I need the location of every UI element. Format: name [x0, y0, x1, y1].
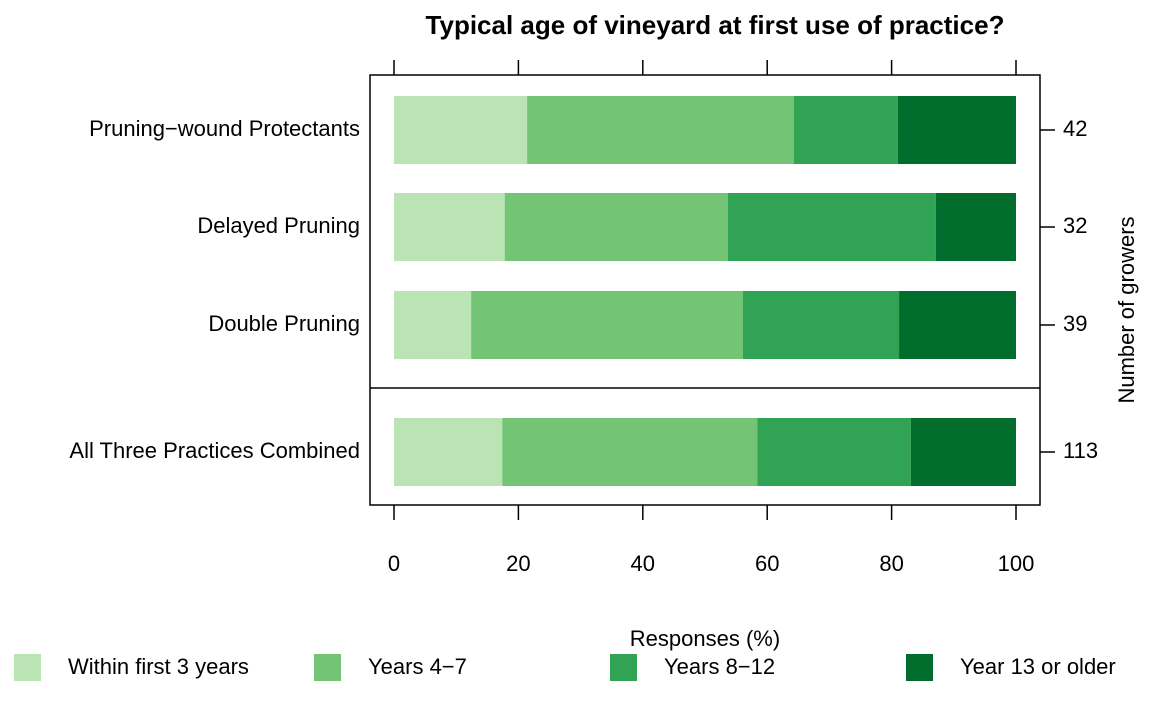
bar-segment [757, 418, 911, 486]
bar-segment [394, 418, 503, 486]
bar-segment [394, 193, 505, 261]
chart-title: Typical age of vineyard at first use of … [426, 10, 1005, 40]
legend-swatch [314, 654, 341, 681]
bar-segment [394, 96, 528, 164]
legend-swatch [14, 654, 41, 681]
y-tick-label: Pruning−wound Protectants [89, 116, 360, 141]
x-tick-label: 80 [879, 551, 903, 576]
legend-label: Within first 3 years [68, 654, 249, 679]
y-tick-label: Double Pruning [208, 311, 360, 336]
legend-label: Year 13 or older [960, 654, 1116, 679]
bar-segment [527, 96, 794, 164]
plot-frame [369, 74, 1041, 506]
bar-segment [728, 193, 936, 261]
y2-tick-label: 42 [1063, 116, 1087, 141]
y2-tick-label: 113 [1063, 438, 1098, 463]
x-tick-label: 0 [388, 551, 400, 576]
x-tick-label: 20 [506, 551, 530, 576]
x-tick-label: 60 [755, 551, 779, 576]
legend-swatch [906, 654, 933, 681]
y2-tick-label: 39 [1063, 311, 1087, 336]
bar-segment [899, 291, 1016, 359]
y-tick-label: All Three Practices Combined [69, 438, 360, 463]
bar-segment [471, 291, 743, 359]
bar-segment [910, 418, 1016, 486]
y-tick-label: Delayed Pruning [197, 213, 360, 238]
bar-segment [502, 418, 758, 486]
bar-segment [742, 291, 900, 359]
bar-segment [394, 291, 472, 359]
x-axis-label: Responses (%) [630, 626, 780, 651]
y2-axis-label: Number of growers [1114, 216, 1139, 403]
bar-segment [504, 193, 729, 261]
bar-segment [793, 96, 898, 164]
legend-label: Years 8−12 [664, 654, 775, 679]
legend-swatch [610, 654, 637, 681]
legend-label: Years 4−7 [368, 654, 467, 679]
x-tick-label: 100 [998, 551, 1035, 576]
y2-tick-label: 32 [1063, 213, 1087, 238]
x-tick-label: 40 [631, 551, 655, 576]
bar-segment [897, 96, 1016, 164]
bar-segment [935, 193, 1016, 261]
